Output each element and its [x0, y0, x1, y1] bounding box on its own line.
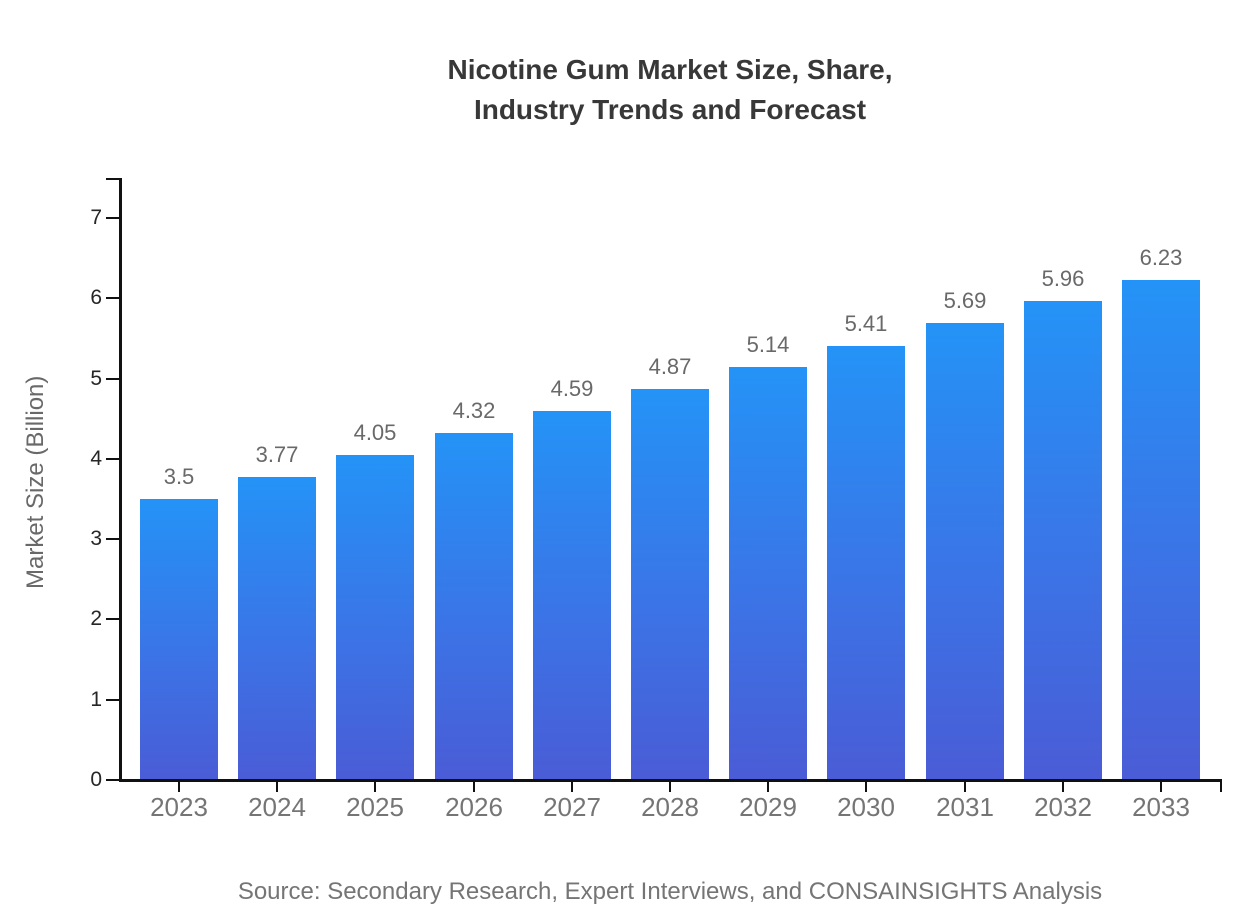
bar-value-label: 3.5 [163, 464, 195, 489]
x-axis-endcap-tick [1220, 780, 1222, 792]
y-axis-endcap-tick [106, 178, 119, 180]
chart-title: Nicotine Gum Market Size, Share, Industr… [80, 50, 1260, 130]
y-axis-tick-label: 1 [90, 688, 102, 711]
bar-2032 [1024, 301, 1102, 780]
y-axis-title: Market Size (Billion) [22, 375, 49, 589]
bar-2027 [533, 411, 611, 780]
x-axis-tick [669, 780, 671, 792]
bar-value-label: 6.23 [1139, 245, 1183, 270]
bar-2029 [729, 367, 807, 780]
x-axis-tick-label: 2023 [150, 792, 208, 822]
x-axis-tick [1062, 780, 1064, 792]
x-axis-spine [119, 779, 1222, 782]
y-axis-tick-label: 4 [90, 447, 102, 470]
chart-title-line2: Industry Trends and Forecast [473, 94, 867, 125]
bar-2025 [336, 455, 414, 780]
bar-2028 [631, 389, 709, 780]
chart-title-line1: Nicotine Gum Market Size, Share, [447, 54, 893, 85]
bar-value-label: 5.41 [844, 311, 888, 336]
bar-2031 [926, 323, 1004, 780]
bar-2026 [435, 433, 513, 780]
x-axis-tick [571, 780, 573, 792]
source-note: Source: Secondary Research, Expert Inter… [237, 878, 1103, 905]
x-axis-tick-label: 2032 [1034, 792, 1092, 822]
y-axis-tick [106, 217, 119, 219]
bar-2023 [140, 499, 218, 780]
x-axis-tick [767, 780, 769, 792]
x-axis-tick [374, 780, 376, 792]
y-axis-tick-label: 0 [90, 768, 102, 791]
y-axis-spine [119, 178, 122, 782]
bar-value-label: 4.32 [452, 398, 496, 423]
y-axis-tick-label: 5 [90, 367, 102, 390]
bar-value-label: 5.96 [1041, 266, 1085, 291]
y-axis-tick-label: 2 [90, 607, 102, 630]
x-axis-tick [1160, 780, 1162, 792]
bar-2030 [827, 346, 905, 780]
y-axis-tick [106, 779, 119, 781]
x-axis-tick-label: 2024 [248, 792, 306, 822]
y-axis-tick-label: 7 [90, 206, 102, 229]
y-axis-tick [106, 618, 119, 620]
x-axis-tick [865, 780, 867, 792]
y-axis-tick [106, 699, 119, 701]
x-axis-tick-label: 2029 [739, 792, 797, 822]
x-axis-tick-label: 2033 [1132, 792, 1190, 822]
y-axis-tick [106, 538, 119, 540]
x-axis-tick [964, 780, 966, 792]
bar-value-label: 4.87 [648, 354, 692, 379]
bar-value-label: 4.05 [353, 420, 397, 445]
x-axis-tick-label: 2027 [543, 792, 601, 822]
x-axis-tick-label: 2025 [346, 792, 404, 822]
bar-2024 [238, 477, 316, 780]
bar-2033 [1122, 280, 1200, 780]
x-axis-tick [473, 780, 475, 792]
x-axis-tick [178, 780, 180, 792]
y-axis-tick [106, 297, 119, 299]
x-axis-tick-label: 2026 [445, 792, 503, 822]
x-axis-tick-label: 2030 [837, 792, 895, 822]
x-axis-tick-label: 2028 [641, 792, 699, 822]
bar-value-label: 5.69 [943, 288, 987, 313]
bar-value-label: 4.59 [550, 376, 594, 401]
x-axis-tick [276, 780, 278, 792]
y-axis-tick-label: 6 [90, 286, 102, 309]
y-axis-tick [106, 378, 119, 380]
y-axis-tick [106, 458, 119, 460]
y-axis-tick-label: 3 [90, 527, 102, 550]
bar-value-label: 5.14 [746, 332, 790, 357]
x-axis-tick-label: 2031 [936, 792, 994, 822]
bar-value-label: 3.77 [255, 442, 299, 467]
